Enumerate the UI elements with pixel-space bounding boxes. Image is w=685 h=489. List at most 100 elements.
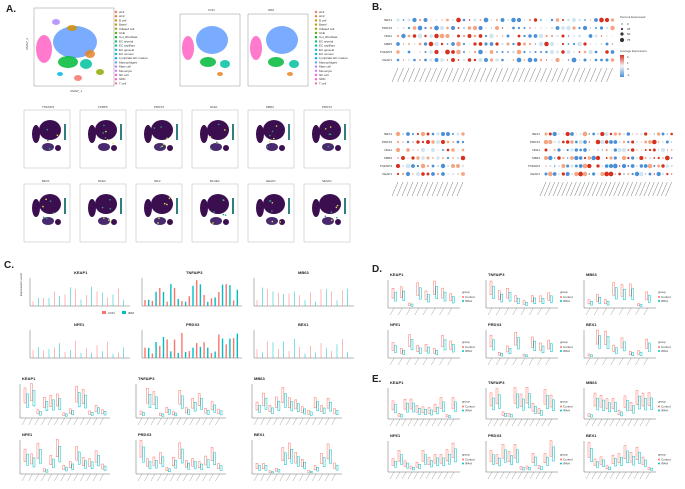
dot (462, 50, 466, 54)
dot (644, 140, 648, 144)
box-con (146, 458, 149, 467)
box-con (403, 460, 407, 467)
legend-dot (314, 40, 318, 43)
box-imm (168, 468, 171, 472)
legend-percent-title: Percent Expressed (620, 15, 646, 19)
box-con (391, 342, 395, 351)
dot-xtick-label (635, 181, 642, 197)
dot (414, 51, 415, 53)
dot (473, 42, 477, 46)
feature-hot-cell (268, 140, 271, 143)
dot (529, 51, 531, 53)
box-con (191, 398, 194, 409)
box-con (647, 466, 651, 470)
dot (670, 132, 673, 136)
dot (489, 33, 494, 39)
box-legend-label: IPAH (465, 409, 472, 413)
dot-xtick-label (578, 181, 586, 197)
dot (424, 34, 427, 38)
feature-hot-cell (271, 210, 273, 212)
dot (461, 148, 465, 152)
box-con (43, 468, 46, 472)
dot (484, 58, 488, 62)
dot (605, 26, 609, 30)
dot-xtick-label (589, 67, 597, 83)
box-legend-label: IPAH (563, 349, 570, 353)
box-con (416, 282, 419, 296)
box-xtick (28, 417, 33, 426)
box-imm (430, 460, 433, 468)
dot (565, 172, 570, 176)
feature-hot-cell (42, 205, 44, 208)
dot (630, 148, 635, 152)
legend-label: Ciliated cell (119, 27, 135, 31)
dot (461, 164, 465, 168)
box-title: NFE1 (22, 432, 33, 437)
dot (605, 157, 608, 159)
dot (516, 49, 522, 55)
box-con (605, 465, 609, 470)
box-con (403, 399, 407, 410)
box-xtick (487, 471, 493, 480)
feature-hot-cell (107, 219, 110, 221)
violin-title: MB63 (298, 270, 309, 275)
feature-cluster (151, 194, 173, 214)
dot-xtick-label (578, 67, 586, 83)
dot (457, 27, 460, 29)
feature-cluster (154, 217, 166, 225)
box-xtick (157, 417, 162, 426)
feature-cluster (32, 199, 40, 217)
box-legend-label: IPAH (465, 462, 472, 466)
dot (550, 18, 554, 22)
box-imm (454, 401, 457, 412)
box-xtick (414, 307, 419, 316)
violin-title: TNFAIP3 (186, 270, 203, 275)
feature-cluster (279, 219, 285, 225)
dot (451, 164, 455, 168)
dot (534, 50, 537, 54)
dot-gene-label: PRDX3 (382, 26, 392, 30)
box-xtick (312, 417, 317, 426)
dot (636, 165, 638, 167)
box-imm (424, 409, 427, 415)
box-imm (632, 455, 635, 466)
dot-xtick-label (391, 181, 399, 197)
dot (608, 171, 614, 177)
feature-cluster (223, 219, 229, 225)
feature-cluster (55, 219, 61, 225)
dot (506, 34, 510, 38)
box-legend-dot (658, 346, 660, 348)
box-imm (516, 393, 519, 409)
box-xtick (41, 417, 46, 426)
box-con (593, 392, 597, 407)
dot (644, 132, 648, 136)
box-legend-label: Control (563, 295, 573, 299)
dot (670, 164, 673, 168)
box-con (433, 280, 436, 295)
dot-xtick-label (441, 181, 449, 197)
box-title: PRDX3 (488, 433, 502, 438)
dot (666, 149, 668, 151)
box-imm (448, 415, 451, 418)
box-con (397, 413, 401, 417)
dot (496, 51, 498, 53)
box-imm (161, 413, 165, 417)
box-legend-dot (560, 458, 562, 461)
box-xtick (437, 418, 443, 427)
dot (412, 173, 414, 175)
feature-hot-cell (168, 197, 171, 200)
dot-xtick-label (396, 181, 404, 197)
legend-pct-25: 25 (627, 27, 631, 31)
dot-xtick-label (408, 67, 415, 83)
dot (551, 59, 553, 61)
dot-xtick-label (652, 181, 659, 197)
dot (426, 156, 430, 160)
box-xtick (447, 357, 452, 366)
dot (631, 172, 634, 176)
box-imm (290, 449, 294, 464)
box-con (549, 440, 553, 457)
dot-xtick-label (545, 67, 553, 83)
box-con (23, 448, 27, 462)
box-xtick (627, 471, 633, 480)
box-con (62, 465, 66, 470)
